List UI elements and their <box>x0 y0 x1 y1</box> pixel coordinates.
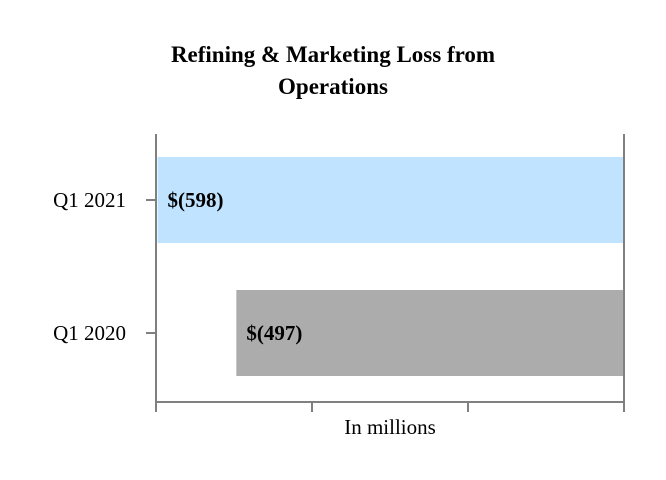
bar-q1-2021 <box>157 157 624 243</box>
x-axis-label: In millions <box>344 415 436 439</box>
chart-title: Refining & Marketing Loss from Operation… <box>171 42 495 99</box>
y-tick-label: Q1 2020 <box>53 321 126 345</box>
y-tick-label: Q1 2021 <box>53 188 126 212</box>
plot-area: Q1 2021 Q1 2020 $(598) $(497) <box>53 134 625 412</box>
chart-title-line-1: Refining & Marketing Loss from <box>171 42 495 67</box>
data-label: $(497) <box>246 321 302 345</box>
bar-q1-2020 <box>236 290 624 376</box>
data-label: $(598) <box>168 188 224 212</box>
chart-title-line-2: Operations <box>278 74 388 99</box>
